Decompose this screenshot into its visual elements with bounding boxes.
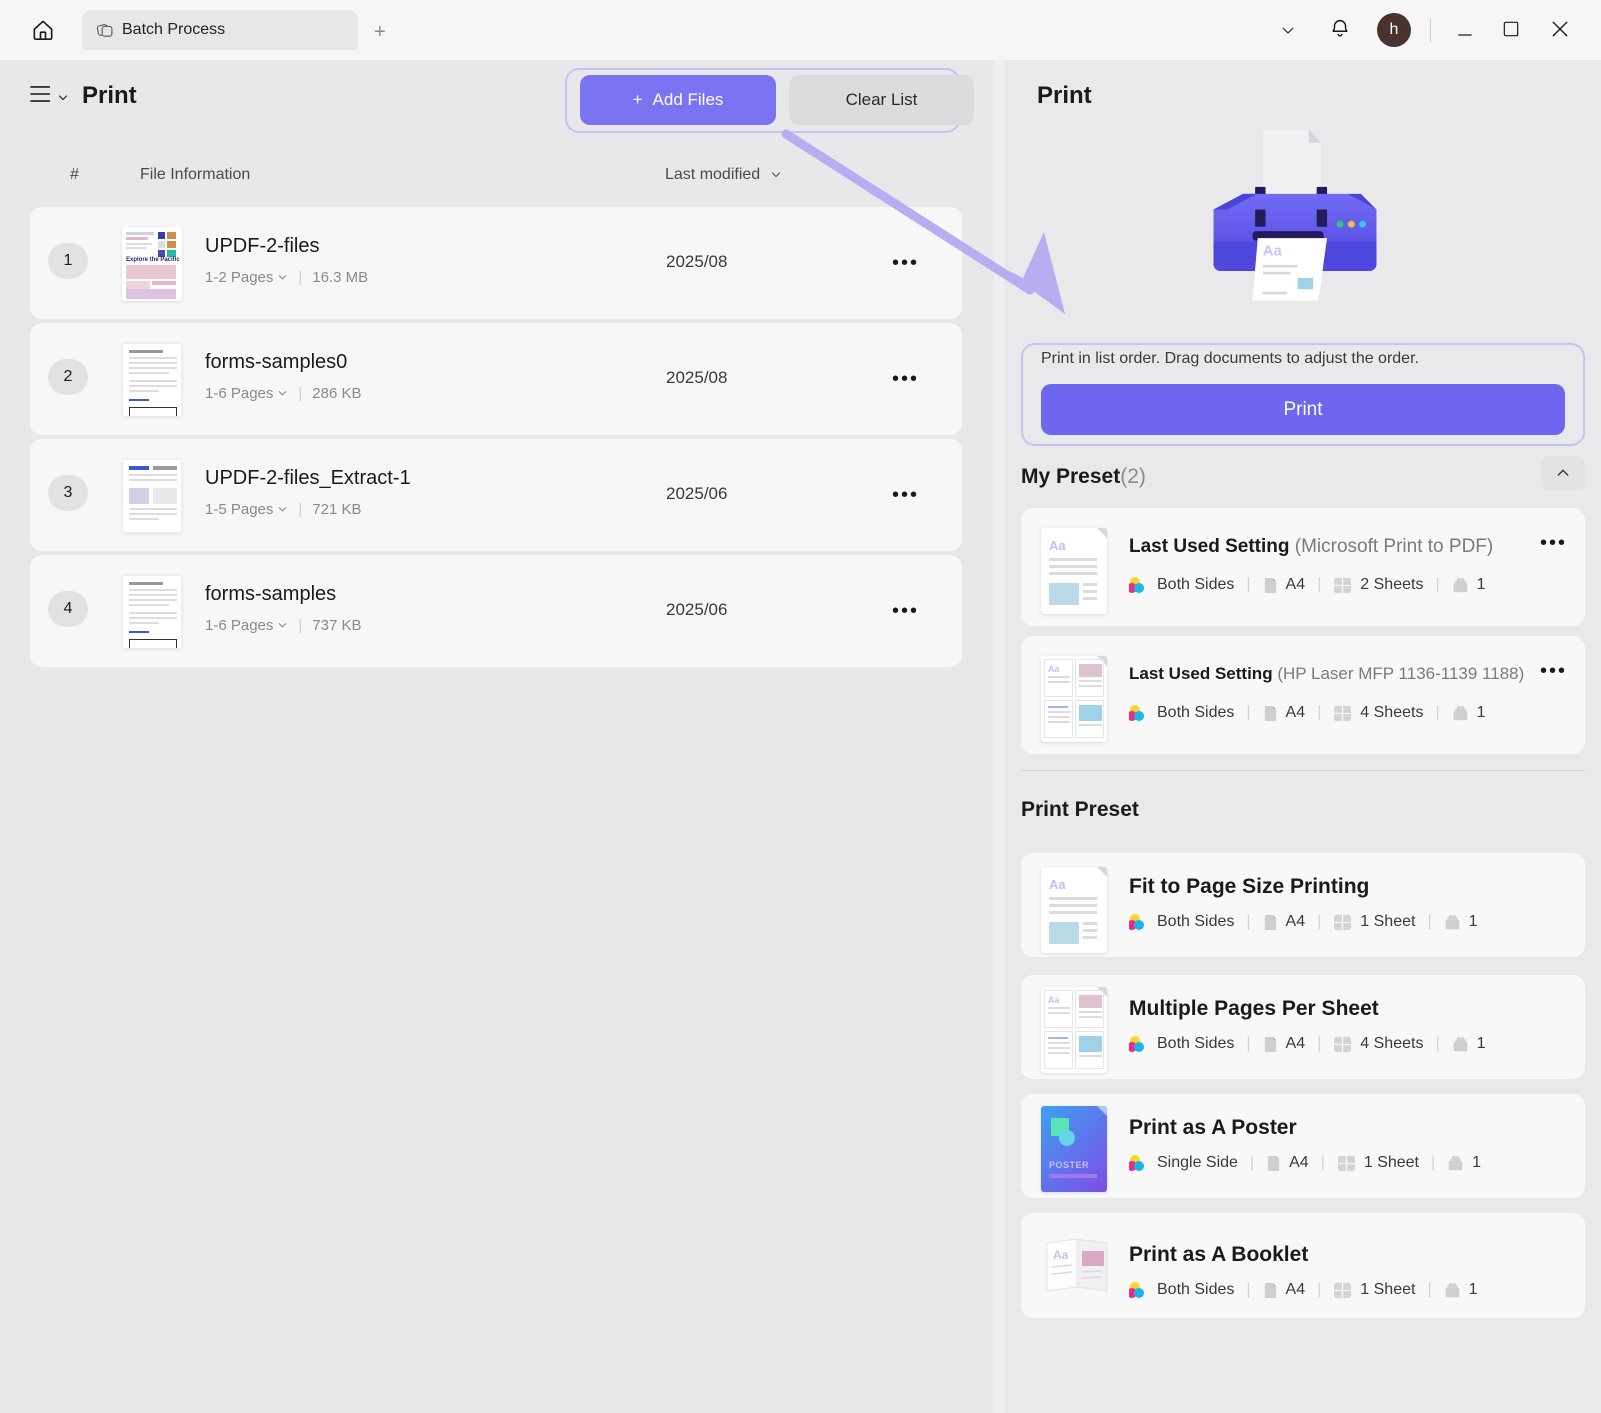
svg-text:Aa: Aa xyxy=(1263,243,1283,259)
svg-text:Aa: Aa xyxy=(1053,1248,1069,1262)
